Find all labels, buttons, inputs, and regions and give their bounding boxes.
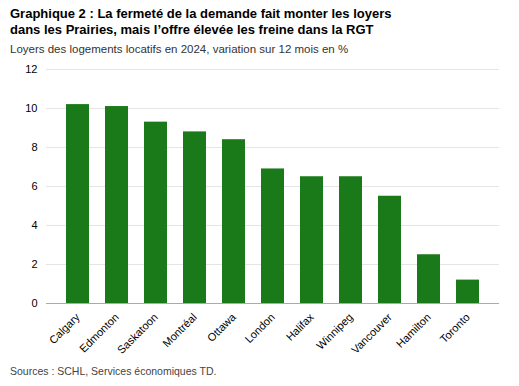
svg-text:Toronto: Toronto — [437, 311, 471, 345]
html-text:Graphique 2 : La fermeté de la: Graphique 2 : La fermeté de la demande f… — [10, 6, 392, 37]
svg-text:2: 2 — [31, 258, 37, 270]
html-text:Loyers des logements locatifs: Loyers des logements locatifs en 2024, v… — [10, 43, 349, 55]
svg-text:London: London — [242, 311, 276, 345]
svg-text:Vancouver: Vancouver — [349, 311, 394, 356]
svg-text:0: 0 — [31, 297, 37, 309]
svg-text:Calgary: Calgary — [47, 310, 83, 346]
svg-text:Saskatoon: Saskatoon — [115, 311, 160, 356]
svg-text:10: 10 — [25, 102, 37, 114]
svg-text:8: 8 — [31, 141, 37, 153]
svg-text:Hamilton: Hamilton — [394, 311, 433, 350]
svg-text:6: 6 — [31, 180, 37, 192]
svg-text:12: 12 — [25, 63, 37, 75]
html-text:Sources : SCHL, Services écono: Sources : SCHL, Services économiques TD. — [10, 365, 217, 377]
svg-text:4: 4 — [31, 219, 37, 231]
svg-text:Edmonton: Edmonton — [77, 310, 121, 355]
svg-text:Montréal: Montréal — [160, 311, 199, 350]
svg-text:Winnipeg: Winnipeg — [314, 311, 355, 352]
svg-text:Ottawa: Ottawa — [205, 310, 239, 344]
svg-text:Halifax: Halifax — [284, 310, 317, 343]
